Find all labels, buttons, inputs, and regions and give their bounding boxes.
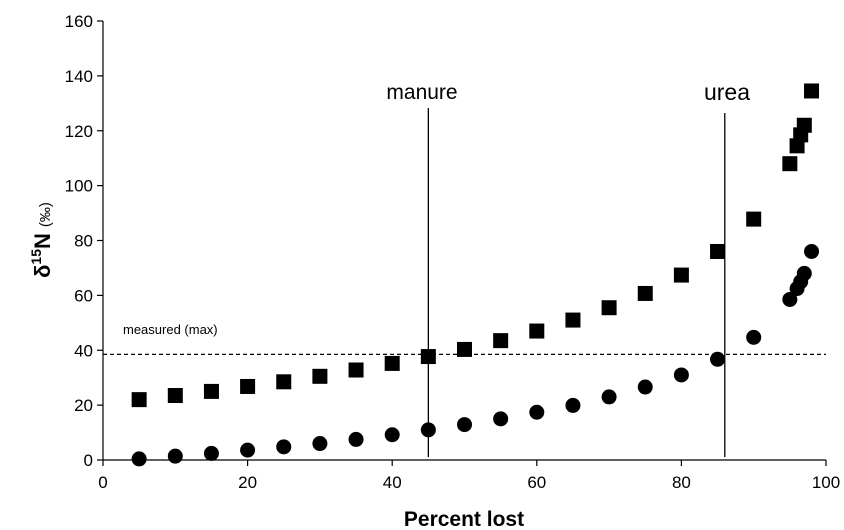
circle-point — [529, 404, 545, 420]
y-title-unit: (‰) — [37, 202, 54, 227]
circle-point — [131, 451, 147, 467]
x-tick-label: 0 — [98, 473, 107, 492]
x-ticks: 0 20 40 60 80 100 — [98, 460, 840, 492]
x-tick-label: 80 — [672, 473, 691, 492]
circle-point — [203, 445, 219, 461]
square-point — [240, 378, 256, 394]
circle-point — [565, 397, 581, 413]
square-point — [565, 312, 581, 328]
circle-point — [276, 439, 292, 455]
y-tick-label: 140 — [65, 67, 93, 86]
circle-point — [782, 291, 798, 307]
y-tick-label: 80 — [74, 232, 93, 251]
svg-text:δ15N(‰): δ15N (‰) — [28, 202, 55, 278]
y-tick-label: 160 — [65, 12, 93, 31]
y-ticks: 0 20 40 60 80 100 120 140 160 — [65, 12, 103, 470]
circle-point — [384, 427, 400, 443]
square-point — [457, 341, 472, 357]
circle-point — [601, 389, 617, 405]
circle-point — [673, 367, 689, 383]
square-point — [493, 333, 509, 349]
square-point — [348, 362, 364, 378]
square-point — [203, 383, 219, 399]
x-tick-label: 60 — [527, 473, 546, 492]
square-point — [167, 388, 183, 404]
circle-point — [420, 422, 436, 438]
y-tick-label: 100 — [65, 177, 93, 196]
manure-label: manure — [386, 81, 457, 104]
x-axis-title: Percent lost — [404, 508, 524, 530]
y-tick-label: 120 — [65, 122, 93, 141]
circle-point — [804, 243, 820, 259]
square-point — [673, 267, 689, 283]
y-title-superscript: 15 — [28, 249, 44, 265]
y-title-delta: δ — [30, 265, 55, 278]
circle-point — [167, 448, 183, 464]
circle-point — [637, 379, 653, 395]
square-point — [131, 392, 147, 408]
circle-point — [348, 431, 364, 447]
circle-point — [240, 442, 256, 458]
y-tick-label: 20 — [74, 396, 93, 415]
square-point — [384, 355, 400, 371]
square-point — [804, 83, 820, 99]
x-tick-label: 100 — [812, 473, 840, 492]
x-tick-label: 20 — [238, 473, 257, 492]
circle-point — [493, 411, 509, 427]
circle-point — [746, 329, 762, 345]
square-point — [637, 285, 653, 301]
square-point — [782, 156, 798, 172]
y-tick-label: 0 — [84, 451, 93, 470]
y-title-element: N — [30, 233, 55, 249]
square-point — [710, 243, 726, 259]
circle-point — [312, 436, 328, 452]
circle-point — [796, 265, 812, 281]
x-tick-label: 40 — [383, 473, 402, 492]
reference-lines — [103, 108, 826, 457]
urea-label: urea — [704, 79, 750, 105]
square-point — [601, 300, 617, 316]
square-point — [796, 117, 812, 133]
circle-point — [457, 417, 472, 433]
square-point — [529, 323, 545, 339]
circle-point — [710, 351, 726, 367]
square-point — [276, 374, 292, 390]
square-point — [312, 368, 328, 384]
square-point — [420, 349, 436, 365]
measured-max-label: measured (max) — [123, 322, 218, 337]
data-marks — [131, 83, 820, 467]
y-tick-label: 60 — [74, 286, 93, 305]
y-axis-title: δ15N (‰) — [28, 202, 55, 278]
square-point — [746, 211, 762, 227]
y-tick-label: 40 — [74, 341, 93, 360]
